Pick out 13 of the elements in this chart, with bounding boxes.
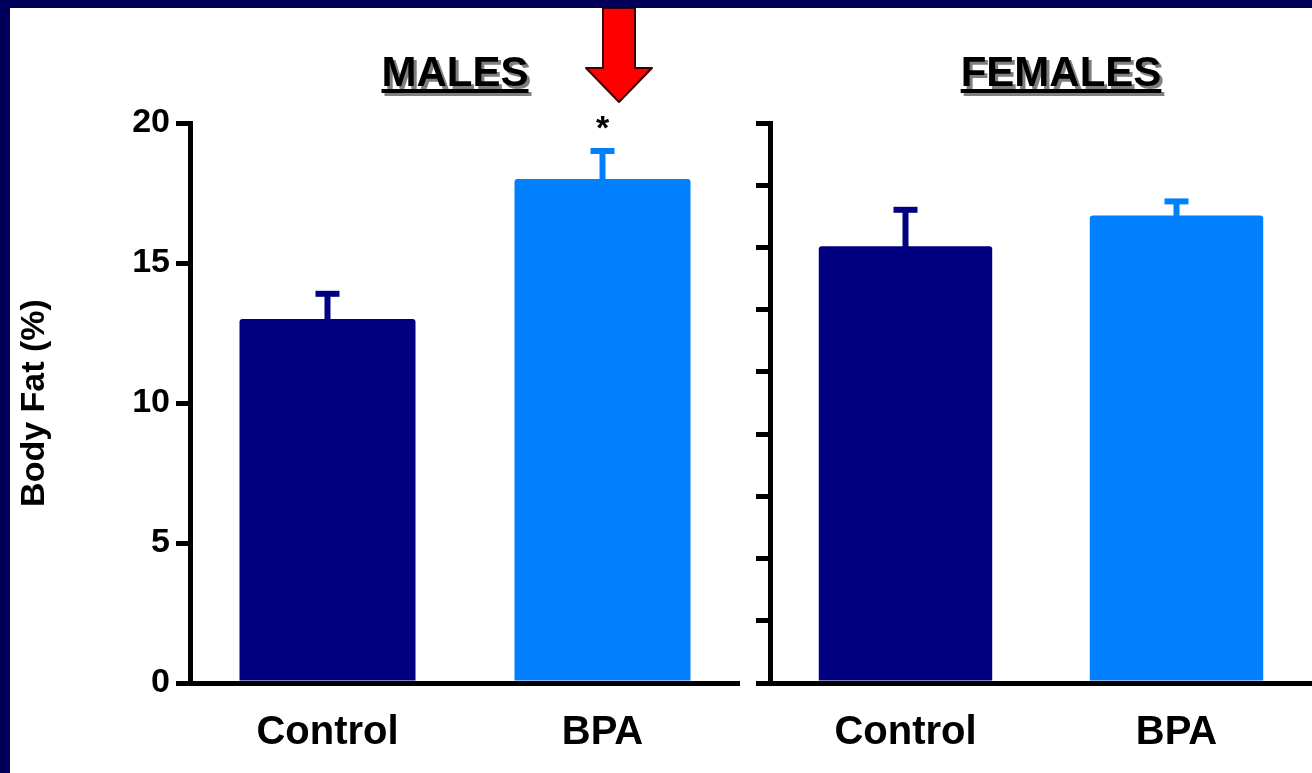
chart-title: MALES [384, 51, 532, 98]
y-axis-title: Body Fat (%) [12, 299, 51, 507]
x-tick-label: BPA [561, 708, 644, 753]
x-tick-label: Control [256, 708, 399, 753]
x-tick-label: Control [834, 708, 977, 753]
x-tick-label: BPA [1135, 708, 1218, 753]
annotation: * [595, 108, 610, 147]
y-tick-label: 10 [132, 381, 170, 420]
chart-title: FEMALES [963, 51, 1165, 98]
y-tick-label: 0 [151, 661, 170, 700]
y-tick-label: 5 [151, 521, 170, 560]
y-tick-label: 20 [132, 101, 170, 140]
y-tick-label: 15 [132, 241, 170, 280]
